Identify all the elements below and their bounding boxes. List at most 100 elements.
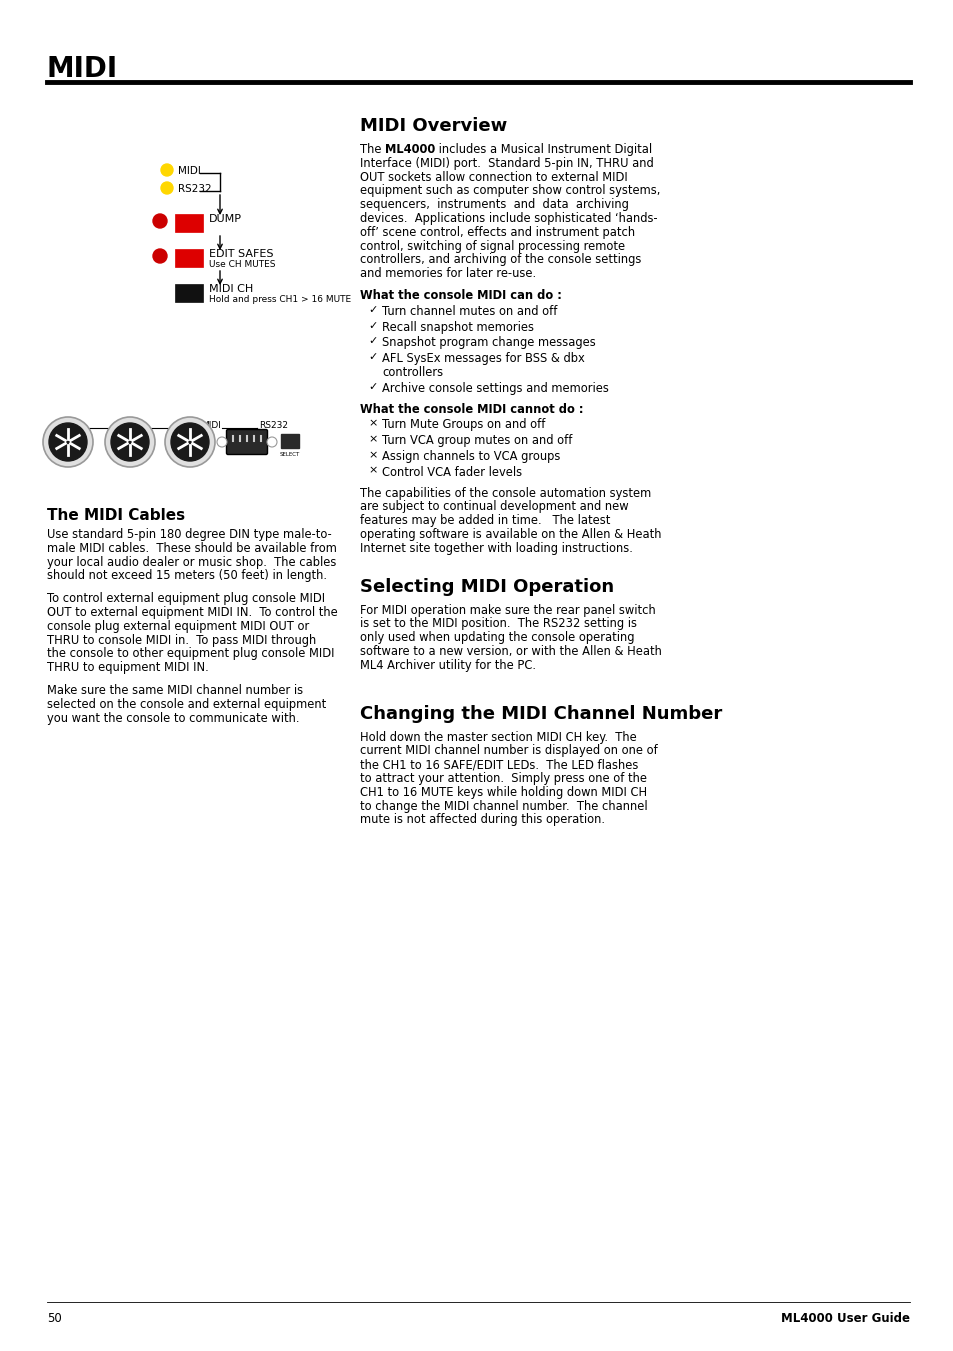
Text: ML4 Archiver utility for the PC.: ML4 Archiver utility for the PC. <box>359 659 536 671</box>
Text: ML4000 User Guide: ML4000 User Guide <box>781 1312 909 1325</box>
Text: Selecting MIDI Operation: Selecting MIDI Operation <box>359 578 614 596</box>
Text: ×: × <box>368 450 377 459</box>
Text: features may be added in time.   The latest: features may be added in time. The lates… <box>359 515 610 527</box>
Text: Turn VCA group mutes on and off: Turn VCA group mutes on and off <box>381 434 572 447</box>
Circle shape <box>171 423 209 461</box>
Text: ML4000: ML4000 <box>385 143 435 155</box>
Text: What the console MIDI cannot do :: What the console MIDI cannot do : <box>359 403 583 416</box>
Text: Assign channels to VCA groups: Assign channels to VCA groups <box>381 450 559 463</box>
Text: MIDI: MIDI <box>201 420 221 430</box>
Text: should not exceed 15 meters (50 feet) in length.: should not exceed 15 meters (50 feet) in… <box>47 569 327 582</box>
Text: Turn channel mutes on and off: Turn channel mutes on and off <box>381 305 557 317</box>
Text: Control VCA fader levels: Control VCA fader levels <box>381 466 521 478</box>
Text: Snapshot program change messages: Snapshot program change messages <box>381 336 595 350</box>
Text: THRU to equipment MIDI IN.: THRU to equipment MIDI IN. <box>47 661 209 674</box>
Text: only used when updating the console operating: only used when updating the console oper… <box>359 631 634 644</box>
Text: The MIDI Cables: The MIDI Cables <box>47 508 185 523</box>
Text: ✓: ✓ <box>368 320 377 331</box>
Text: selected on the console and external equipment: selected on the console and external equ… <box>47 698 326 711</box>
Text: your local audio dealer or music shop.  The cables: your local audio dealer or music shop. T… <box>47 555 336 569</box>
Text: OUT sockets allow connection to external MIDI: OUT sockets allow connection to external… <box>359 170 627 184</box>
Text: to attract your attention.  Simply press one of the: to attract your attention. Simply press … <box>359 771 646 785</box>
Text: EDIT SAFES: EDIT SAFES <box>209 249 274 259</box>
Text: operating software is available on the Allen & Heath: operating software is available on the A… <box>359 528 660 540</box>
Ellipse shape <box>165 417 214 467</box>
Text: ×: × <box>368 466 377 476</box>
Text: devices.  Applications include sophisticated ‘hands-: devices. Applications include sophistica… <box>359 212 657 226</box>
Text: the console to other equipment plug console MIDI: the console to other equipment plug cons… <box>47 647 335 661</box>
Text: What the console MIDI can do :: What the console MIDI can do : <box>359 289 561 303</box>
Text: MIDI Overview: MIDI Overview <box>359 118 507 135</box>
Bar <box>174 284 203 303</box>
Text: RS232: RS232 <box>258 420 288 430</box>
Text: Recall snapshot memories: Recall snapshot memories <box>381 320 534 334</box>
Text: current MIDI channel number is displayed on one of: current MIDI channel number is displayed… <box>359 744 657 758</box>
Text: to change the MIDI channel number.  The channel: to change the MIDI channel number. The c… <box>359 800 647 812</box>
Text: Hold and press CH1 > 16 MUTE: Hold and press CH1 > 16 MUTE <box>209 295 351 304</box>
Text: includes a Musical Instrument Digital: includes a Musical Instrument Digital <box>435 143 652 155</box>
Text: 50: 50 <box>47 1312 62 1325</box>
Circle shape <box>111 423 149 461</box>
Text: Interface (MIDI) port.  Standard 5-pin IN, THRU and: Interface (MIDI) port. Standard 5-pin IN… <box>359 157 653 170</box>
Text: The: The <box>359 143 385 155</box>
Text: ✓: ✓ <box>368 382 377 392</box>
Bar <box>174 249 203 267</box>
Circle shape <box>161 182 172 195</box>
Bar <box>174 213 203 232</box>
Text: For MIDI operation make sure the rear panel switch: For MIDI operation make sure the rear pa… <box>359 604 655 616</box>
Text: mute is not affected during this operation.: mute is not affected during this operati… <box>359 813 604 827</box>
Text: off’ scene control, effects and instrument patch: off’ scene control, effects and instrume… <box>359 226 635 239</box>
Text: The capabilities of the console automation system: The capabilities of the console automati… <box>359 486 651 500</box>
Text: Use standard 5-pin 180 degree DIN type male-to-: Use standard 5-pin 180 degree DIN type m… <box>47 528 332 540</box>
Circle shape <box>49 423 87 461</box>
Text: and memories for later re-use.: and memories for later re-use. <box>359 267 536 280</box>
Text: console plug external equipment MIDI OUT or: console plug external equipment MIDI OUT… <box>47 620 309 632</box>
Text: software to a new version, or with the Allen & Heath: software to a new version, or with the A… <box>359 644 661 658</box>
Text: SELECT: SELECT <box>279 453 300 457</box>
Text: OUT to external equipment MIDI IN.  To control the: OUT to external equipment MIDI IN. To co… <box>47 607 337 619</box>
Text: To control external equipment plug console MIDI: To control external equipment plug conso… <box>47 592 325 605</box>
Bar <box>281 434 298 449</box>
Text: RS232: RS232 <box>178 184 212 195</box>
Text: is set to the MIDI position.  The RS232 setting is: is set to the MIDI position. The RS232 s… <box>359 617 637 631</box>
Text: controllers: controllers <box>381 366 442 380</box>
Text: the CH1 to 16 SAFE/EDIT LEDs.  The LED flashes: the CH1 to 16 SAFE/EDIT LEDs. The LED fl… <box>359 758 638 771</box>
Text: AFL SysEx messages for BSS & dbx: AFL SysEx messages for BSS & dbx <box>381 353 584 365</box>
Text: ×: × <box>368 419 377 428</box>
Text: you want the console to communicate with.: you want the console to communicate with… <box>47 712 299 724</box>
Text: CH1 to 16 MUTE keys while holding down MIDI CH: CH1 to 16 MUTE keys while holding down M… <box>359 786 646 798</box>
Text: MIDI: MIDI <box>47 55 118 82</box>
Text: Turn Mute Groups on and off: Turn Mute Groups on and off <box>381 419 545 431</box>
Circle shape <box>216 436 227 447</box>
Text: Hold down the master section MIDI CH key.  The: Hold down the master section MIDI CH key… <box>359 731 636 743</box>
FancyBboxPatch shape <box>226 430 267 454</box>
Text: IN: IN <box>184 420 193 430</box>
Text: Changing the MIDI Channel Number: Changing the MIDI Channel Number <box>359 705 721 723</box>
Text: male MIDI cables.  These should be available from: male MIDI cables. These should be availa… <box>47 542 336 555</box>
Text: are subject to continual development and new: are subject to continual development and… <box>359 500 628 513</box>
Circle shape <box>267 436 276 447</box>
Text: MIDI: MIDI <box>178 166 201 176</box>
Text: OUT: OUT <box>54 420 72 430</box>
Text: controllers, and archiving of the console settings: controllers, and archiving of the consol… <box>359 254 640 266</box>
Ellipse shape <box>105 417 154 467</box>
Ellipse shape <box>43 417 92 467</box>
Text: THRU to console MIDI in.  To pass MIDI through: THRU to console MIDI in. To pass MIDI th… <box>47 634 315 647</box>
Text: ✓: ✓ <box>368 353 377 362</box>
Text: Internet site together with loading instructions.: Internet site together with loading inst… <box>359 542 632 555</box>
Circle shape <box>152 213 167 228</box>
Text: ✓: ✓ <box>368 305 377 315</box>
Circle shape <box>152 249 167 263</box>
Text: ✓: ✓ <box>368 336 377 346</box>
Text: THRU: THRU <box>113 420 139 430</box>
Text: control, switching of signal processing remote: control, switching of signal processing … <box>359 239 624 253</box>
Text: DUMP: DUMP <box>209 213 242 224</box>
Text: Use CH MUTES: Use CH MUTES <box>209 259 275 269</box>
Text: sequencers,  instruments  and  data  archiving: sequencers, instruments and data archivi… <box>359 199 628 211</box>
Text: MIDI CH: MIDI CH <box>209 284 253 295</box>
Circle shape <box>161 163 172 176</box>
Text: equipment such as computer show control systems,: equipment such as computer show control … <box>359 184 659 197</box>
Text: Archive console settings and memories: Archive console settings and memories <box>381 382 608 394</box>
Text: Make sure the same MIDI channel number is: Make sure the same MIDI channel number i… <box>47 684 303 697</box>
Text: ×: × <box>368 434 377 444</box>
